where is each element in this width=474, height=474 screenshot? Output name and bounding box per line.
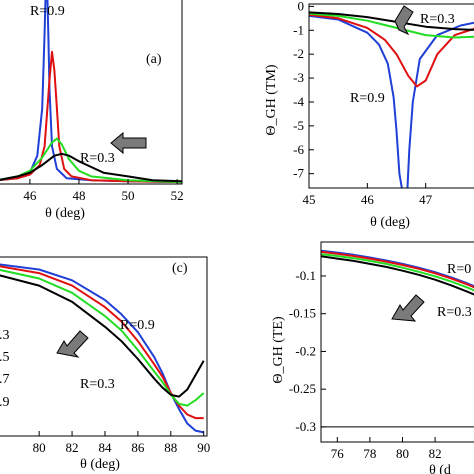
x-tick-label: 47 bbox=[419, 192, 433, 207]
panel-a-series-line-4 bbox=[0, 152, 182, 183]
panel-d-arrow-icon bbox=[391, 294, 425, 322]
legend-fragment: .3 bbox=[0, 328, 10, 343]
legend-fragment: .7 bbox=[0, 372, 10, 387]
panel-c-frame bbox=[0, 256, 208, 437]
x-tick-label: 48 bbox=[72, 188, 85, 203]
y-tick-label: -0.15 bbox=[289, 306, 316, 321]
panel-a-annotation-r09: R=0.9 bbox=[30, 4, 65, 19]
panel-b-frame bbox=[308, 3, 474, 189]
x-tick-label: 78 bbox=[363, 446, 376, 461]
panel-b-annotation-r03: R=0.3 bbox=[420, 12, 455, 27]
panel-d-series bbox=[321, 249, 474, 296]
panel-a-xlabel: θ (deg) bbox=[45, 206, 85, 221]
y-tick-label: 0 bbox=[298, 0, 305, 13]
panel-b-series-line-3 bbox=[309, 12, 474, 39]
panel-c-series-line-2 bbox=[0, 265, 204, 420]
panel-c-series-line-4 bbox=[0, 274, 205, 398]
panel-d-series-line-1 bbox=[321, 249, 474, 288]
panel-c-xlabel: θ (deg) bbox=[80, 457, 120, 472]
x-tick-label: 52 bbox=[171, 188, 184, 203]
x-tick-label: 88 bbox=[164, 440, 177, 455]
x-tick-label: 46 bbox=[361, 192, 375, 207]
panel-c-series-line-1 bbox=[0, 263, 204, 434]
x-tick-label: 82 bbox=[66, 440, 79, 455]
panel-d-annotation-r0: R=0 bbox=[447, 262, 471, 277]
panel-b-xlabel: θ (deg) bbox=[370, 215, 410, 230]
panel-a-xticks: 46 48 50 52 bbox=[23, 179, 184, 203]
panel-b-arrow-icon bbox=[394, 5, 414, 36]
x-tick-label: 50 bbox=[122, 188, 135, 203]
panel-d-series-line-3 bbox=[321, 253, 474, 292]
panel-b-annotation-r09: R=0.9 bbox=[350, 91, 385, 106]
legend-fragment: .5 bbox=[0, 350, 10, 365]
panel-d: 76 78 80 82 -0.1 -0.15 -0.2 -0.25 -0.3 θ (d Θ_G… bbox=[271, 241, 474, 474]
x-tick-label: 46 bbox=[23, 188, 37, 203]
panel-b-series bbox=[309, 11, 474, 188]
x-tick-label: 86 bbox=[131, 440, 145, 455]
y-tick-label: -5 bbox=[293, 118, 304, 133]
panel-b-xticks: 45 46 47 bbox=[303, 183, 433, 207]
x-tick-label: 80 bbox=[33, 440, 46, 455]
panel-d-xticks: 76 78 80 82 bbox=[331, 437, 442, 461]
x-tick-label: 82 bbox=[429, 446, 442, 461]
panel-a-annotation-r03: R=0.3 bbox=[80, 151, 115, 166]
x-tick-label: 90 bbox=[197, 440, 210, 455]
panel-d-series-line-2 bbox=[321, 250, 474, 289]
panel-d-annotation-r03: R=0.3 bbox=[437, 305, 472, 320]
panel-c-xticks: 80 82 84 86 88 90 bbox=[33, 431, 210, 455]
y-tick-label: -6 bbox=[293, 142, 304, 157]
y-tick-label: -0.25 bbox=[289, 381, 316, 396]
y-tick-label: -3 bbox=[293, 70, 304, 85]
panel-b-series-line-2 bbox=[309, 13, 474, 88]
panel-d-ylabel: Θ_GH (TE) bbox=[271, 316, 286, 384]
panel-b-yticks: 0 -1 -2 -3 -4 -5 -6 -7 bbox=[293, 0, 314, 181]
panel-c-arrow-icon bbox=[56, 330, 89, 358]
y-tick-label: -2 bbox=[293, 46, 304, 61]
y-tick-label: -1 bbox=[293, 22, 304, 37]
y-tick-label: -0.3 bbox=[295, 419, 316, 434]
panel-d-yticks: -0.1 -0.15 -0.2 -0.25 -0.3 bbox=[289, 268, 326, 434]
x-tick-label: 80 bbox=[396, 446, 409, 461]
panel-c-annotation-r09: R=0.9 bbox=[120, 318, 155, 333]
panel-a-frame bbox=[0, 0, 183, 185]
y-tick-label: -0.1 bbox=[295, 268, 316, 283]
y-tick-label: -4 bbox=[293, 94, 304, 109]
panel-a-arrow-icon bbox=[110, 131, 147, 155]
panel-b: 45 46 47 0 -1 -2 -3 -4 -5 -6 -7 θ (deg) Θ_GH (TM)… bbox=[264, 0, 474, 230]
panel-b-series-line-1 bbox=[309, 14, 474, 188]
y-tick-label: -0.2 bbox=[295, 343, 316, 358]
panel-b-ylabel: Θ_GH (TM) bbox=[264, 64, 279, 135]
panel-c-series-line-3 bbox=[0, 268, 205, 407]
panel-d-series-line-4 bbox=[321, 255, 474, 296]
panel-a-series-line-3 bbox=[0, 137, 182, 184]
x-tick-label: 45 bbox=[303, 192, 316, 207]
x-tick-label: 84 bbox=[98, 440, 112, 455]
panel-c-label: (c) bbox=[172, 261, 188, 276]
legend-fragment: .9 bbox=[0, 395, 10, 410]
panel-a: 46 48 50 52 θ (deg) (a) R=0.9 R=0.3 bbox=[0, 0, 184, 221]
y-tick-label: -7 bbox=[293, 166, 304, 181]
panel-d-xlabel: θ (d bbox=[429, 463, 451, 474]
panel-c-annotation-r03: R=0.3 bbox=[80, 377, 115, 392]
panel-c-series bbox=[0, 263, 205, 434]
x-tick-label: 76 bbox=[331, 446, 345, 461]
panel-a-label: (a) bbox=[146, 52, 162, 67]
panel-c: 80 82 84 86 88 90 θ (deg) (c) R=0.9 R=0.3 .3 … bbox=[0, 256, 210, 472]
panel-c-legend-fragments: .3 .5 .7 .9 bbox=[0, 328, 10, 410]
